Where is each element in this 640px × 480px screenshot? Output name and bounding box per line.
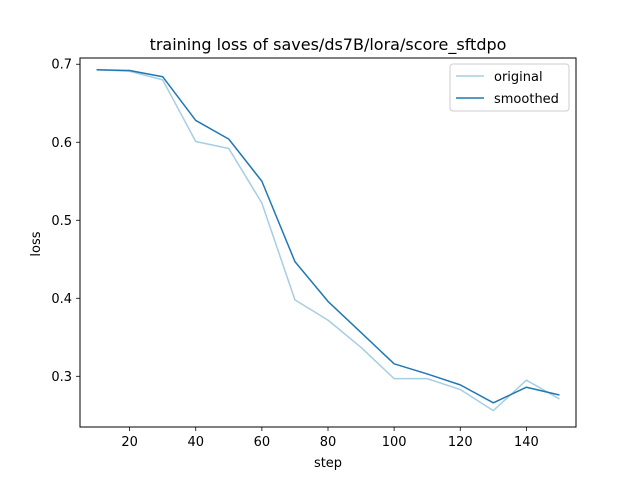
series-line-original — [96, 68, 560, 412]
plot-area: 20 40 60 80 100 120 140 0.3 0.4 0.5 0.6 0.7 — [51, 57, 577, 450]
series-layer — [96, 68, 560, 412]
y-tick-label: 0.7 — [51, 58, 72, 73]
x-tick-label: 40 — [187, 435, 204, 450]
y-tick-label: 0.3 — [51, 370, 72, 385]
y-tick-label: 0.5 — [51, 214, 72, 229]
chart-title: training loss of saves/ds7B/lora/score_s… — [150, 35, 507, 55]
x-tick-label: 20 — [121, 435, 138, 450]
y-tick-label: 0.6 — [51, 136, 72, 151]
legend: original smoothed — [449, 63, 570, 112]
x-axis-label: step — [314, 456, 342, 471]
y-tick-label: 0.4 — [51, 292, 72, 307]
x-tick-label: 100 — [382, 435, 407, 450]
x-tick-label: 60 — [254, 435, 271, 450]
x-tick-label: 120 — [448, 435, 473, 450]
series-line-smoothed — [96, 68, 560, 404]
legend-label-smoothed: smoothed — [494, 92, 559, 107]
legend-label-original: original — [494, 70, 543, 85]
x-tick-label: 140 — [514, 435, 539, 450]
x-tick-label: 80 — [320, 435, 337, 450]
x-axis-ticks: 20 40 60 80 100 120 140 — [121, 427, 539, 450]
y-axis-label: loss — [29, 231, 44, 256]
y-axis-ticks: 0.3 0.4 0.5 0.6 0.7 — [51, 58, 80, 385]
